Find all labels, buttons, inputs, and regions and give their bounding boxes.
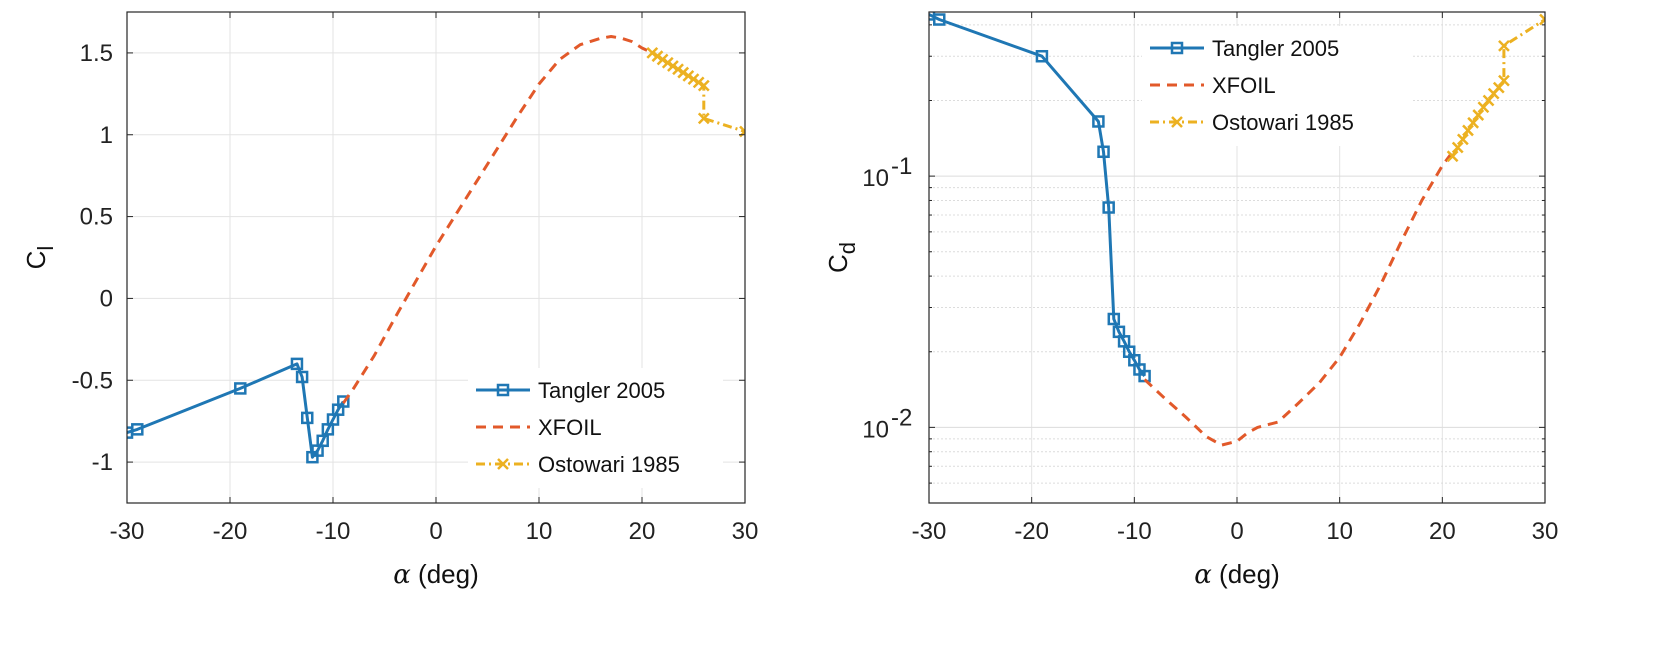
data-point bbox=[1097, 145, 1110, 159]
x-tick-label: 10 bbox=[1326, 518, 1353, 545]
x-tick-label: -30 bbox=[110, 518, 145, 545]
y-tick-label: 1 bbox=[100, 122, 113, 149]
x-tick-label: -30 bbox=[912, 518, 947, 545]
data-point bbox=[697, 79, 710, 92]
x-tick-label: -10 bbox=[1117, 518, 1152, 545]
legend: Tangler 2005 XFOIL Ostowari 1985 bbox=[1142, 26, 1412, 146]
series-group bbox=[929, 12, 1545, 447]
x-tick-label: 0 bbox=[1230, 518, 1243, 545]
data-point bbox=[1462, 124, 1474, 137]
x-axis-label-unit: (deg) bbox=[1212, 559, 1280, 589]
y-tick-label-exponent: -2 bbox=[891, 404, 912, 431]
y-axis-label: Cl bbox=[21, 246, 58, 270]
x-axis-label-symbol: α bbox=[1194, 560, 1212, 590]
legend-label: Tangler 2005 bbox=[538, 378, 665, 403]
data-point bbox=[1456, 133, 1469, 146]
x-tick-label: 0 bbox=[429, 518, 442, 545]
legend-marker bbox=[1170, 41, 1184, 55]
data-point bbox=[1446, 150, 1459, 163]
data-point bbox=[316, 434, 329, 448]
data-point bbox=[337, 395, 350, 408]
y-tick-label-exponent: -1 bbox=[891, 153, 912, 180]
data-point bbox=[1467, 116, 1480, 129]
y-tick-label-base: 10 bbox=[862, 165, 889, 192]
data-point bbox=[1472, 109, 1485, 121]
x-tick-label: -10 bbox=[316, 518, 351, 545]
data-point bbox=[234, 382, 247, 395]
y-axis-label-subscript: d bbox=[835, 242, 860, 254]
legend-label: XFOIL bbox=[1212, 73, 1276, 98]
legend-label: Ostowari 1985 bbox=[1212, 110, 1354, 135]
data-point bbox=[1498, 74, 1510, 87]
y-tick-label: 10 bbox=[862, 165, 889, 192]
legend-label: XFOIL bbox=[538, 415, 602, 440]
x-axis-label-symbol: α bbox=[393, 560, 411, 590]
chart-1: -30 -20 -10 0 10 20 30 -1 -0.5 0 0.5 1 1.5 α (deg) Cl T… bbox=[21, 11, 759, 590]
series-line-1 bbox=[1143, 150, 1454, 447]
x-axis-label-unit: (deg) bbox=[411, 559, 479, 589]
data-point bbox=[1102, 201, 1115, 214]
legend-label: Tangler 2005 bbox=[1212, 36, 1339, 61]
x-tick-label: 20 bbox=[1429, 518, 1456, 545]
data-point bbox=[1498, 39, 1510, 52]
y-tick-label: 0.5 bbox=[80, 204, 113, 231]
x-tick-label: 30 bbox=[732, 518, 759, 545]
x-tick-label: -20 bbox=[1014, 518, 1049, 545]
data-point bbox=[1451, 141, 1464, 154]
data-point bbox=[1035, 49, 1049, 63]
series-line-0 bbox=[929, 13, 1146, 378]
y-tick-label: 0 bbox=[100, 285, 113, 312]
y-tick-label: -1 bbox=[92, 449, 113, 476]
series-line-1 bbox=[342, 35, 653, 405]
data-point bbox=[697, 112, 710, 125]
data-point bbox=[1492, 81, 1505, 94]
data-point bbox=[1539, 13, 1545, 26]
legend-marker bbox=[496, 383, 510, 397]
y-axis-label-main: C bbox=[21, 251, 51, 270]
grid bbox=[126, 12, 746, 503]
y-tick-label: 10 bbox=[862, 416, 889, 443]
y-axis-label-main: C bbox=[823, 254, 853, 273]
x-axis-label: α (deg) bbox=[1194, 559, 1279, 590]
y-tick-label-base: 10 bbox=[862, 416, 889, 443]
data-point bbox=[295, 370, 309, 384]
y-tick-label: 1.5 bbox=[80, 40, 113, 67]
data-point bbox=[131, 423, 144, 436]
data-point bbox=[1092, 115, 1105, 128]
x-tick-label: 20 bbox=[629, 518, 656, 545]
x-tick-label: 10 bbox=[526, 518, 553, 545]
x-tick-label: 30 bbox=[1532, 518, 1559, 545]
legend-marker bbox=[1171, 116, 1183, 128]
data-point bbox=[301, 411, 314, 425]
legend-marker bbox=[497, 458, 509, 470]
legend: Tangler 2005 XFOIL Ostowari 1985 bbox=[468, 368, 723, 488]
y-axis-label-subscript: l bbox=[33, 246, 58, 251]
x-tick-label: -20 bbox=[213, 518, 248, 545]
series-group bbox=[127, 35, 745, 464]
y-tick-label: -0.5 bbox=[72, 367, 113, 394]
legend-label: Ostowari 1985 bbox=[538, 452, 680, 477]
data-point bbox=[290, 357, 304, 371]
series-line-0 bbox=[127, 362, 345, 459]
data-point bbox=[933, 13, 946, 26]
data-point bbox=[1107, 312, 1121, 326]
x-axis-label: α (deg) bbox=[393, 559, 478, 590]
y-axis-label: Cd bbox=[823, 242, 860, 273]
